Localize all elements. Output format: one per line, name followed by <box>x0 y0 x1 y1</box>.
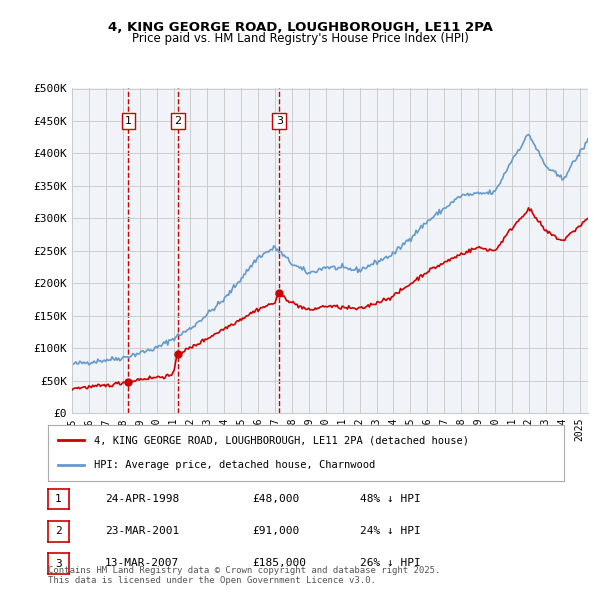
Text: 4, KING GEORGE ROAD, LOUGHBOROUGH, LE11 2PA (detached house): 4, KING GEORGE ROAD, LOUGHBOROUGH, LE11 … <box>94 435 469 445</box>
Text: HPI: Average price, detached house, Charnwood: HPI: Average price, detached house, Char… <box>94 460 376 470</box>
Text: 24-APR-1998: 24-APR-1998 <box>105 494 179 503</box>
Text: 3: 3 <box>276 116 283 126</box>
Text: 13-MAR-2007: 13-MAR-2007 <box>105 559 179 568</box>
Text: 3: 3 <box>55 559 62 569</box>
Text: 4, KING GEORGE ROAD, LOUGHBOROUGH, LE11 2PA: 4, KING GEORGE ROAD, LOUGHBOROUGH, LE11 … <box>107 21 493 34</box>
Text: 2: 2 <box>174 116 181 126</box>
Text: £91,000: £91,000 <box>252 526 299 536</box>
Text: 1: 1 <box>55 494 62 504</box>
Text: £185,000: £185,000 <box>252 559 306 568</box>
Text: 48% ↓ HPI: 48% ↓ HPI <box>360 494 421 503</box>
Text: Contains HM Land Registry data © Crown copyright and database right 2025.
This d: Contains HM Land Registry data © Crown c… <box>48 566 440 585</box>
Text: 26% ↓ HPI: 26% ↓ HPI <box>360 559 421 568</box>
Text: 23-MAR-2001: 23-MAR-2001 <box>105 526 179 536</box>
Text: 2: 2 <box>55 526 62 536</box>
Text: Price paid vs. HM Land Registry's House Price Index (HPI): Price paid vs. HM Land Registry's House … <box>131 32 469 45</box>
Text: £48,000: £48,000 <box>252 494 299 503</box>
Text: 24% ↓ HPI: 24% ↓ HPI <box>360 526 421 536</box>
Text: 1: 1 <box>125 116 132 126</box>
